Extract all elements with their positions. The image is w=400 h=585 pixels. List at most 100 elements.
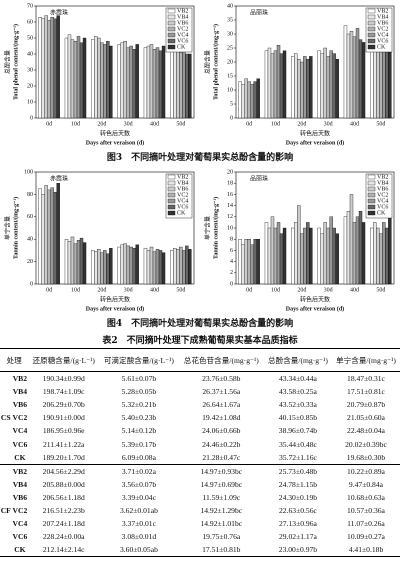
- legend-label: CK: [177, 211, 186, 217]
- value-cell: 18.47±0.31c: [347, 374, 385, 384]
- bar: [358, 39, 363, 119]
- legend-label: VC2: [377, 193, 388, 199]
- y-tick-label: 16: [227, 192, 233, 198]
- value-cell: 20.02±0.39bc: [345, 439, 387, 449]
- x-tick-label: 20d: [297, 287, 306, 293]
- bar: [306, 59, 310, 119]
- value-cell: 3.71±0.02a: [99, 463, 179, 478]
- value-cell: 24.78±1.15b: [278, 479, 318, 489]
- bar: [352, 222, 357, 285]
- table-row: VC2 216.51±2.23b 3.62±0.01ab 14.92±1.29bc 22…: [0, 504, 400, 517]
- legend-label: VC6: [177, 205, 188, 211]
- y-tick-label: 4: [230, 259, 233, 265]
- panel-label: 赤霞珠: [50, 174, 68, 182]
- legend-swatch: [167, 14, 176, 20]
- value-cell: 17.51±0.81b: [178, 543, 264, 558]
- bar: [238, 81, 242, 119]
- bar: [376, 227, 380, 285]
- bar: [79, 42, 84, 119]
- plot-frame: [35, 5, 195, 119]
- legend-swatch: [367, 210, 376, 216]
- bar: [291, 56, 295, 119]
- y-tick-label: 0: [230, 281, 233, 287]
- bar: [117, 44, 121, 119]
- treatment-cell: VC4: [12, 519, 28, 529]
- y-tick-label: 40: [27, 51, 33, 57]
- bar: [355, 28, 360, 119]
- bar: [256, 239, 260, 285]
- table-body: CS VB2 190.34±0.99d 5.61±0.07b 23.76±0.58b 43…: [0, 372, 400, 558]
- value-cell: 40.15±0.85b: [278, 413, 318, 423]
- bar: [123, 243, 127, 285]
- bar: [179, 52, 183, 119]
- x-tick-label: 10d: [271, 121, 280, 127]
- legend-label: VB6: [177, 21, 188, 27]
- value-cell: 205.88±0.00d: [42, 479, 85, 489]
- bar: [182, 250, 186, 285]
- y-axis-label: 总酚含量: [3, 50, 11, 74]
- x-tick-label: 20d: [297, 121, 306, 127]
- bar: [97, 249, 101, 285]
- legend-label: VB4: [177, 15, 188, 21]
- bar: [103, 250, 107, 285]
- legend-swatch: [167, 8, 176, 14]
- x-tick-label: 40d: [350, 121, 359, 127]
- value-cell: 14.92±1.29bc: [200, 505, 243, 515]
- bar: [329, 50, 333, 119]
- bar: [264, 222, 269, 285]
- value-cell: 10.09±0.27a: [347, 532, 385, 542]
- bar: [300, 61, 304, 119]
- bar: [155, 249, 160, 285]
- table-row: VC4 186.95±0.96e 5.14±0.12b 24.06±0.66b 38.9…: [0, 424, 400, 437]
- x-tick-label: 40d: [150, 287, 159, 293]
- bar: [279, 233, 284, 285]
- bar: [352, 36, 357, 119]
- value-cell: 26.37±1.56a: [202, 387, 241, 397]
- value-cell: 14.92±1.01bc: [200, 519, 243, 529]
- bar: [317, 50, 321, 119]
- bar: [76, 36, 81, 119]
- legend-label: VB2: [377, 9, 388, 15]
- x-axis-label-en: Days after veraison (d): [86, 139, 144, 146]
- y-axis-label-en: Tannin content/(mg·g⁻¹): [212, 197, 219, 259]
- value-cell: 26.64±1.67a: [202, 400, 241, 410]
- bar: [185, 53, 189, 119]
- legend-swatch: [167, 180, 176, 186]
- y-axis-label-en: Total phenol content/(mg·g⁻¹): [12, 24, 19, 100]
- value-cell: 3.08±0.01d: [121, 532, 157, 542]
- bar: [326, 56, 330, 119]
- bar: [264, 50, 269, 119]
- legend-label: VB4: [177, 181, 188, 187]
- bar: [247, 81, 251, 119]
- y-tick-label: 18: [227, 181, 233, 187]
- y-tick-label: 40: [27, 237, 33, 243]
- y-tick-label: 6: [230, 248, 233, 254]
- x-tick-label: 50d: [376, 121, 385, 127]
- bar: [76, 240, 81, 285]
- bar: [176, 45, 180, 119]
- bar: [56, 183, 60, 285]
- bar: [149, 44, 154, 119]
- bar: [320, 233, 324, 285]
- value-cell: 22.63±0.56c: [278, 505, 317, 515]
- value-cell: 19.42±1.08d: [202, 413, 241, 423]
- bar: [270, 53, 275, 119]
- figure-caption: 图3 不同摘叶处理对葡萄果实总酚含量的影响: [106, 153, 294, 163]
- bar: [179, 246, 183, 285]
- value-cell: 19.68±0.30b: [346, 452, 386, 462]
- value-cell: 190.91±0.00d: [42, 413, 85, 423]
- bar: [106, 253, 110, 285]
- y-tick-label: 20: [227, 169, 233, 175]
- bar: [294, 222, 298, 285]
- x-tick-label: 40d: [150, 121, 159, 127]
- bar: [94, 251, 98, 285]
- legend-swatch: [367, 44, 376, 50]
- bar: [109, 247, 113, 285]
- x-tick-label: 0d: [46, 287, 52, 293]
- value-cell: 22.48±0.04a: [347, 426, 385, 436]
- bar: [385, 227, 389, 285]
- bar: [355, 216, 360, 285]
- value-cell: 6.09±0.08a: [121, 452, 156, 462]
- bar: [300, 233, 304, 285]
- value-cell: 5.39±0.17b: [121, 439, 157, 449]
